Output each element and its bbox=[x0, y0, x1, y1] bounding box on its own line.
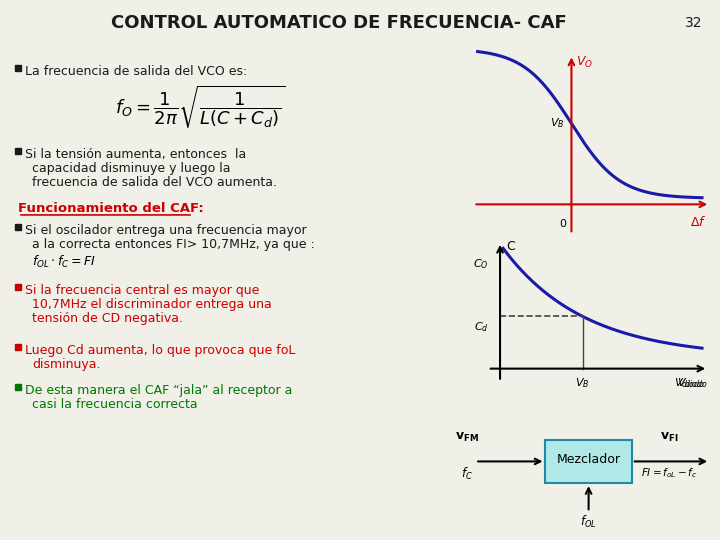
Text: $V_B$: $V_B$ bbox=[575, 376, 590, 390]
Text: capacidad disminuye y luego la: capacidad disminuye y luego la bbox=[32, 162, 230, 175]
Text: $V_{diodo}$: $V_{diodo}$ bbox=[674, 376, 705, 390]
Text: La frecuencia de salida del VCO es:: La frecuencia de salida del VCO es: bbox=[25, 65, 247, 78]
Text: Funcionamiento del CAF:: Funcionamiento del CAF: bbox=[18, 202, 204, 215]
Text: tensión de CD negativa.: tensión de CD negativa. bbox=[32, 312, 183, 325]
Text: frecuencia de salida del VCO aumenta.: frecuencia de salida del VCO aumenta. bbox=[32, 176, 277, 189]
Text: $\Delta f$: $\Delta f$ bbox=[690, 215, 706, 229]
Text: $f_{OL} \cdot f_C = FI$: $f_{OL} \cdot f_C = FI$ bbox=[32, 254, 96, 270]
Text: $C_d$: $C_d$ bbox=[474, 320, 489, 334]
Text: $C_O$: $C_O$ bbox=[474, 257, 489, 271]
Text: a la correcta entonces FI> 10,7MHz, ya que :: a la correcta entonces FI> 10,7MHz, ya q… bbox=[32, 238, 315, 251]
Text: $V_B$: $V_B$ bbox=[549, 117, 564, 130]
Text: Si la tensión aumenta, entonces  la: Si la tensión aumenta, entonces la bbox=[25, 148, 246, 161]
Text: $f_C$: $f_C$ bbox=[462, 466, 473, 482]
Text: casi la frecuencia correcta: casi la frecuencia correcta bbox=[32, 398, 197, 411]
Text: 32: 32 bbox=[685, 16, 702, 30]
Text: 10,7MHz el discriminador entrega una: 10,7MHz el discriminador entrega una bbox=[32, 298, 271, 311]
Text: De esta manera el CAF “jala” al receptor a: De esta manera el CAF “jala” al receptor… bbox=[25, 384, 292, 397]
Text: $\mathbf{v_{FI}}$: $\mathbf{v_{FI}}$ bbox=[660, 431, 679, 444]
Text: Mezclador: Mezclador bbox=[557, 454, 621, 467]
Text: $\mathbf{v_{FM}}$: $\mathbf{v_{FM}}$ bbox=[455, 431, 480, 444]
Text: Si la frecuencia central es mayor que: Si la frecuencia central es mayor que bbox=[25, 284, 259, 297]
Text: $f_{OL}$: $f_{OL}$ bbox=[580, 514, 597, 530]
Text: $f_O = \dfrac{1}{2\pi}\sqrt{\dfrac{1}{L\left(C + C_d\right)}}$: $f_O = \dfrac{1}{2\pi}\sqrt{\dfrac{1}{L\… bbox=[115, 83, 286, 130]
Text: $V_O$: $V_O$ bbox=[576, 55, 593, 70]
Text: 0: 0 bbox=[559, 219, 567, 230]
Text: $FI = f_{oL} - f_c$: $FI = f_{oL} - f_c$ bbox=[642, 466, 698, 480]
Text: Luego Cd aumenta, lo que provoca que foL: Luego Cd aumenta, lo que provoca que foL bbox=[25, 344, 295, 357]
Text: CONTROL AUTOMATICO DE FRECUENCIA- CAF: CONTROL AUTOMATICO DE FRECUENCIA- CAF bbox=[111, 14, 566, 32]
Text: Si el oscilador entrega una frecuencia mayor: Si el oscilador entrega una frecuencia m… bbox=[25, 224, 307, 237]
Text: disminuya.: disminuya. bbox=[32, 358, 101, 371]
Text: $V_{diodo}$: $V_{diodo}$ bbox=[678, 376, 708, 390]
Text: C: C bbox=[506, 240, 515, 253]
FancyBboxPatch shape bbox=[546, 440, 632, 483]
